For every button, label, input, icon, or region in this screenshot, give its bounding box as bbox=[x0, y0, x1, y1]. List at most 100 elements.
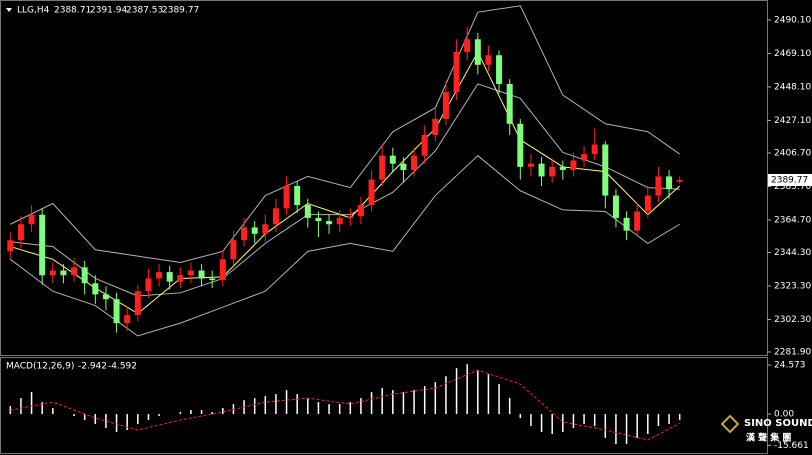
candle-body bbox=[442, 91, 449, 120]
candle-body bbox=[198, 270, 205, 279]
macd-y-tick-label: 0.00 bbox=[774, 410, 794, 420]
candle-body bbox=[368, 179, 375, 206]
macd-signal-value: -4.592 bbox=[108, 362, 137, 372]
candle-body bbox=[357, 205, 364, 217]
candle-body bbox=[251, 227, 258, 234]
y-tick-label: 2448.10 bbox=[774, 82, 811, 92]
macd-y-tick-label: 24.573 bbox=[774, 361, 806, 371]
macd-signal bbox=[10, 369, 680, 441]
candle-body bbox=[71, 267, 78, 276]
candle-body bbox=[304, 205, 311, 218]
candle-body bbox=[379, 155, 386, 180]
candle-body bbox=[538, 163, 545, 177]
candle-body bbox=[389, 155, 396, 164]
y-tick-label: 2364.70 bbox=[774, 215, 811, 225]
header-low: 2387.53 bbox=[126, 6, 163, 16]
collapse-arrow[interactable] bbox=[6, 8, 12, 12]
candle-body bbox=[400, 163, 407, 171]
candle-body bbox=[432, 119, 439, 135]
candle-body bbox=[347, 216, 354, 218]
candle-body bbox=[315, 217, 322, 222]
candle-body bbox=[666, 176, 673, 190]
candle-body bbox=[485, 55, 492, 65]
macd-y-tick-label: -15.661 bbox=[774, 441, 809, 451]
logo: SINO SOUND 漢 聲 集 團 bbox=[720, 414, 812, 444]
y-tick-label: 2344.30 bbox=[774, 248, 811, 258]
header-close: 2389.77 bbox=[162, 6, 199, 16]
candle-body bbox=[283, 185, 290, 209]
candle-body bbox=[81, 267, 88, 284]
candle-body bbox=[634, 211, 641, 231]
logo-subtitle: 漢 聲 集 團 bbox=[746, 432, 791, 444]
candle-body bbox=[124, 315, 131, 324]
current-price-tag bbox=[768, 173, 812, 186]
candle-body bbox=[527, 163, 534, 167]
candle-body bbox=[549, 166, 556, 177]
candle-body bbox=[39, 214, 46, 276]
candle-body bbox=[209, 278, 216, 281]
header-open: 2388.71 bbox=[54, 6, 91, 16]
price-frame bbox=[0, 0, 768, 356]
y-tick-label: 2323.30 bbox=[774, 281, 811, 291]
candle-body bbox=[676, 179, 683, 182]
bollinger-lower bbox=[10, 155, 680, 337]
candle-body bbox=[145, 278, 152, 292]
y-tick-label: 2469.10 bbox=[774, 49, 811, 59]
bollinger-upper bbox=[10, 5, 680, 264]
candle-body bbox=[113, 299, 120, 324]
macd-label: MACD(12,26,9) bbox=[6, 362, 74, 372]
y-tick-label: 2385.70 bbox=[774, 182, 811, 192]
candle-body bbox=[581, 154, 588, 161]
candle-body bbox=[166, 272, 173, 282]
candle-body bbox=[294, 185, 301, 206]
candle-body bbox=[219, 259, 226, 281]
candle-body bbox=[559, 166, 566, 171]
candle-body bbox=[474, 39, 481, 65]
candle-body bbox=[506, 83, 513, 124]
candle-body bbox=[134, 291, 141, 316]
candle-body bbox=[7, 240, 14, 252]
candle-body bbox=[60, 270, 67, 276]
y-tick-label: 2281.90 bbox=[774, 347, 811, 357]
candle-body bbox=[496, 55, 503, 84]
candle-body bbox=[102, 294, 109, 300]
y-tick-label: 2427.10 bbox=[774, 116, 811, 126]
logo-icon bbox=[720, 414, 740, 434]
candle-body bbox=[17, 224, 24, 241]
symbol: LLG,H4 bbox=[17, 6, 50, 16]
logo-name: SINO SOUND bbox=[744, 418, 812, 429]
candle-body bbox=[49, 270, 56, 276]
candle-body bbox=[92, 283, 99, 295]
candle-body bbox=[336, 217, 343, 225]
candle-body bbox=[421, 134, 428, 156]
candle-body bbox=[156, 272, 163, 279]
candle-body bbox=[644, 195, 651, 212]
candle-body bbox=[187, 270, 194, 276]
header-high: 2391.94 bbox=[90, 6, 127, 16]
candle-body bbox=[262, 224, 269, 234]
candle-body bbox=[623, 217, 630, 231]
candle-body bbox=[570, 160, 577, 171]
candle-body bbox=[230, 240, 237, 260]
y-tick-label: 2406.70 bbox=[774, 148, 811, 158]
candle-body bbox=[655, 176, 662, 196]
macd-value: -2.942 bbox=[78, 362, 107, 372]
candle-body bbox=[602, 144, 609, 196]
candle-body bbox=[464, 39, 471, 53]
candle-body bbox=[177, 275, 184, 282]
candle-body bbox=[241, 227, 248, 241]
candle-body bbox=[28, 214, 35, 225]
candle-body bbox=[453, 52, 460, 92]
candle-body bbox=[272, 208, 279, 225]
candle-body bbox=[591, 144, 598, 155]
current-price-label: 2389.77 bbox=[771, 175, 808, 185]
candle-body bbox=[612, 195, 619, 218]
candle-body bbox=[411, 155, 418, 171]
candle-body bbox=[326, 221, 333, 225]
macd-frame bbox=[0, 357, 768, 454]
y-tick-label: 2302.30 bbox=[774, 315, 811, 325]
candle-body bbox=[517, 123, 524, 167]
y-tick-label: 2490.10 bbox=[774, 15, 811, 25]
